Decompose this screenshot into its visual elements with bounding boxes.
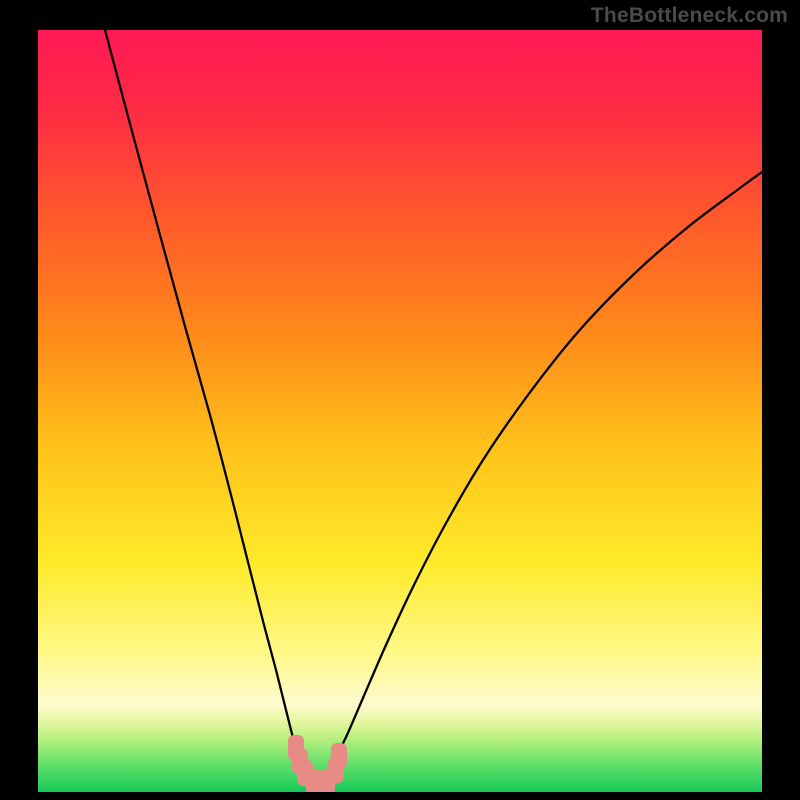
valley-markers [38,30,762,792]
watermark-text: TheBottleneck.com [591,4,788,28]
plot-area [38,30,762,792]
valley-marker [331,743,347,769]
